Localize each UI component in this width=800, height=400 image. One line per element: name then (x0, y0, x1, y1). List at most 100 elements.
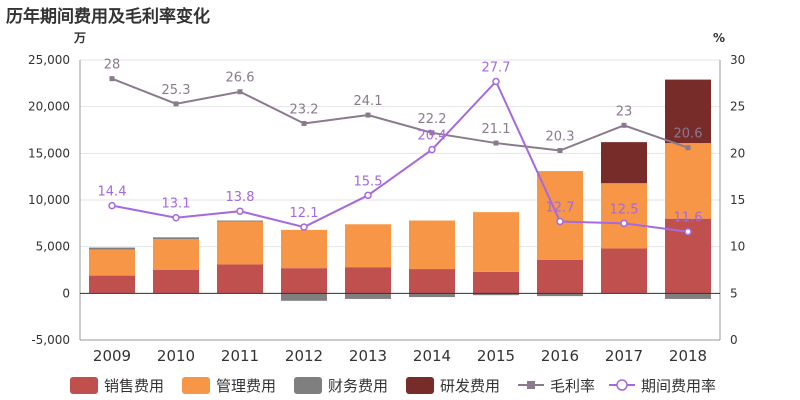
bar-segment (537, 259, 583, 294)
line-point (557, 148, 563, 154)
line-point (108, 201, 116, 210)
left-tick-label: 20,000 (28, 100, 70, 114)
line-point (493, 140, 499, 146)
bar-segment (153, 237, 199, 240)
x-tick-label: 2012 (285, 347, 323, 365)
legend-label: 财务费用 (328, 377, 388, 395)
legend: 销售费用 管理费用 财务费用 研发费用 毛利率 期间费用率 (70, 377, 716, 395)
legend-marker (527, 381, 535, 389)
bar-segment (537, 293, 583, 297)
bar-segment (409, 220, 455, 270)
bar-segment (601, 183, 647, 249)
data-label: 25.3 (162, 83, 191, 98)
data-label: 28 (104, 58, 121, 73)
line-point (236, 207, 244, 215)
data-label: 27.7 (482, 60, 511, 75)
data-label: 24.1 (354, 94, 383, 109)
x-tick-label: 2018 (669, 347, 707, 365)
bar-segment (601, 142, 647, 184)
right-axis-unit: % (713, 31, 725, 45)
data-label: 20.6 (674, 127, 703, 142)
data-label: 12.1 (290, 206, 319, 221)
legend-swatch (70, 377, 98, 394)
line-point (684, 227, 692, 236)
bar-segment (153, 270, 199, 294)
bar-segment (217, 220, 263, 222)
bar-segment (665, 293, 711, 299)
data-label: 23.2 (290, 102, 319, 117)
bar-segment (281, 293, 327, 301)
data-label: 14.4 (98, 185, 127, 200)
line-point (300, 223, 308, 231)
data-label: 21.1 (482, 122, 511, 137)
legend-label: 管理费用 (216, 377, 276, 395)
bar-segment (217, 221, 263, 265)
bar-segment (345, 224, 391, 268)
left-tick-label: 25,000 (28, 53, 70, 67)
bar-segment (217, 264, 263, 294)
bar-segment (345, 293, 391, 299)
data-label: 22.2 (418, 112, 447, 127)
line-point (428, 145, 436, 154)
bar-segment (665, 143, 711, 219)
x-tick-label: 2009 (93, 347, 131, 365)
legend-label: 期间费用率 (641, 377, 716, 395)
data-label: 12.7 (546, 200, 575, 215)
line-point (621, 122, 627, 128)
bar-segment (473, 212, 519, 272)
line-point (109, 76, 115, 82)
data-label: 23 (616, 104, 633, 119)
series-line (111, 79, 689, 233)
right-tick-label: 0 (730, 333, 738, 347)
bar-segment (153, 239, 199, 270)
x-tick-label: 2015 (477, 347, 515, 365)
left-tick-label: 0 (62, 286, 70, 300)
chart-title: 历年期间费用及毛利率变化 (6, 7, 210, 27)
right-tick-label: 5 (730, 286, 738, 300)
line-point (237, 89, 243, 95)
left-tick-label: 15,000 (28, 146, 70, 160)
right-tick-label: 10 (730, 240, 745, 254)
bar-segment (89, 275, 135, 294)
bar-segment (89, 249, 135, 276)
x-tick-label: 2010 (157, 347, 195, 365)
line-point (620, 219, 628, 228)
line-point (685, 145, 691, 151)
legend-label: 销售费用 (104, 377, 164, 395)
line-point (173, 101, 179, 107)
bar-segment (665, 79, 711, 144)
right-tick-label: 15 (730, 193, 745, 207)
line-point (429, 130, 435, 136)
axes: -5,000 0 5,000 10,000 15,000 20,000 25,000 0 5 10… (28, 31, 745, 365)
line-point (301, 120, 307, 126)
x-tick-label: 2017 (605, 347, 643, 365)
line-point (364, 191, 372, 200)
bar-segment (409, 293, 455, 298)
legend-label: 研发费用 (440, 377, 500, 395)
right-tick-label: 25 (730, 100, 745, 114)
bar-segment (601, 248, 647, 294)
bar-segment (281, 229, 327, 269)
left-tick-label: 10,000 (28, 193, 70, 207)
left-tick-label: -5,000 (31, 333, 70, 347)
legend-swatch (182, 377, 210, 394)
bar-segment (345, 267, 391, 294)
legend-label: 毛利率 (550, 377, 595, 395)
bar-series-group (89, 79, 711, 301)
x-tick-label: 2011 (221, 347, 259, 365)
data-label: 20.3 (546, 130, 575, 145)
x-tick-label: 2013 (349, 347, 387, 365)
data-label: 26.6 (226, 71, 255, 86)
data-label: 15.5 (354, 174, 383, 189)
data-label: 11.6 (674, 211, 703, 226)
bar-segment (281, 268, 327, 294)
data-label: 13.8 (226, 190, 255, 205)
bar-segment (409, 269, 455, 294)
legend-swatch (406, 377, 434, 394)
bar-segment (473, 293, 519, 296)
right-tick-label: 20 (730, 146, 745, 160)
right-tick-label: 30 (730, 53, 745, 67)
series-line (111, 77, 689, 152)
bar-segment (89, 247, 135, 250)
